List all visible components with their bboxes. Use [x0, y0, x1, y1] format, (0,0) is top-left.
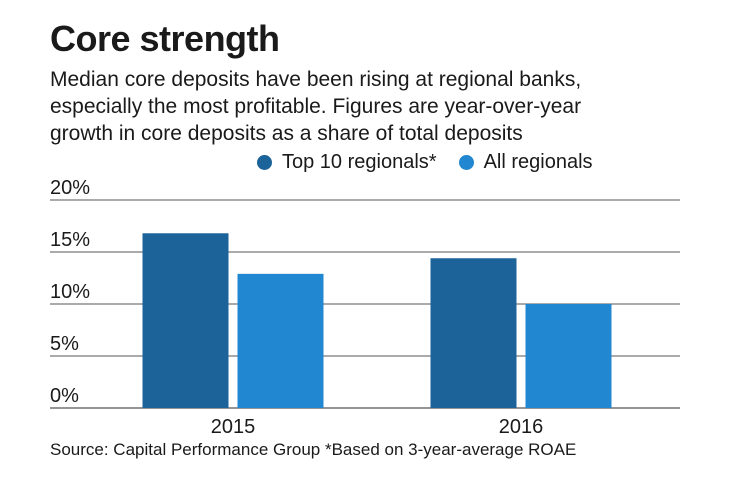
y-tick-label: 15% [50, 229, 90, 251]
chart-legend: Top 10 regionals* All regionals [257, 151, 615, 174]
bar-top10-2015 [142, 233, 229, 408]
y-tick-label: 0% [50, 385, 79, 407]
subtitle-line: especially the most profitable. Figures … [50, 95, 582, 118]
legend-label-top10: Top 10 regionals* [282, 151, 437, 173]
x-tick-label: 2016 [499, 416, 544, 438]
chart-subtitle: Median core deposits have been rising at… [50, 66, 710, 147]
bar-all-2016 [525, 304, 612, 408]
legend-item-all: All regionals [458, 151, 593, 174]
legend-label-all: All regionals [483, 151, 593, 173]
legend-swatch-top10 [257, 155, 272, 170]
y-tick-label: 10% [50, 281, 90, 303]
legend-swatch-all [458, 155, 474, 170]
subtitle-line: Median core deposits have been rising at… [50, 68, 582, 91]
x-tick-label: 2015 [211, 416, 256, 438]
bar-top10-2016 [430, 258, 517, 408]
source-note: Source: Capital Performance Group *Based… [50, 440, 577, 459]
y-tick-label: 20% [50, 177, 90, 199]
y-tick-label: 5% [50, 333, 79, 355]
legend-item-top10: Top 10 regionals* [257, 151, 437, 174]
subtitle-line: growth in core deposits as a share of to… [50, 122, 523, 145]
bar-all-2015 [237, 273, 324, 408]
chart-title: Core strength [50, 18, 280, 59]
